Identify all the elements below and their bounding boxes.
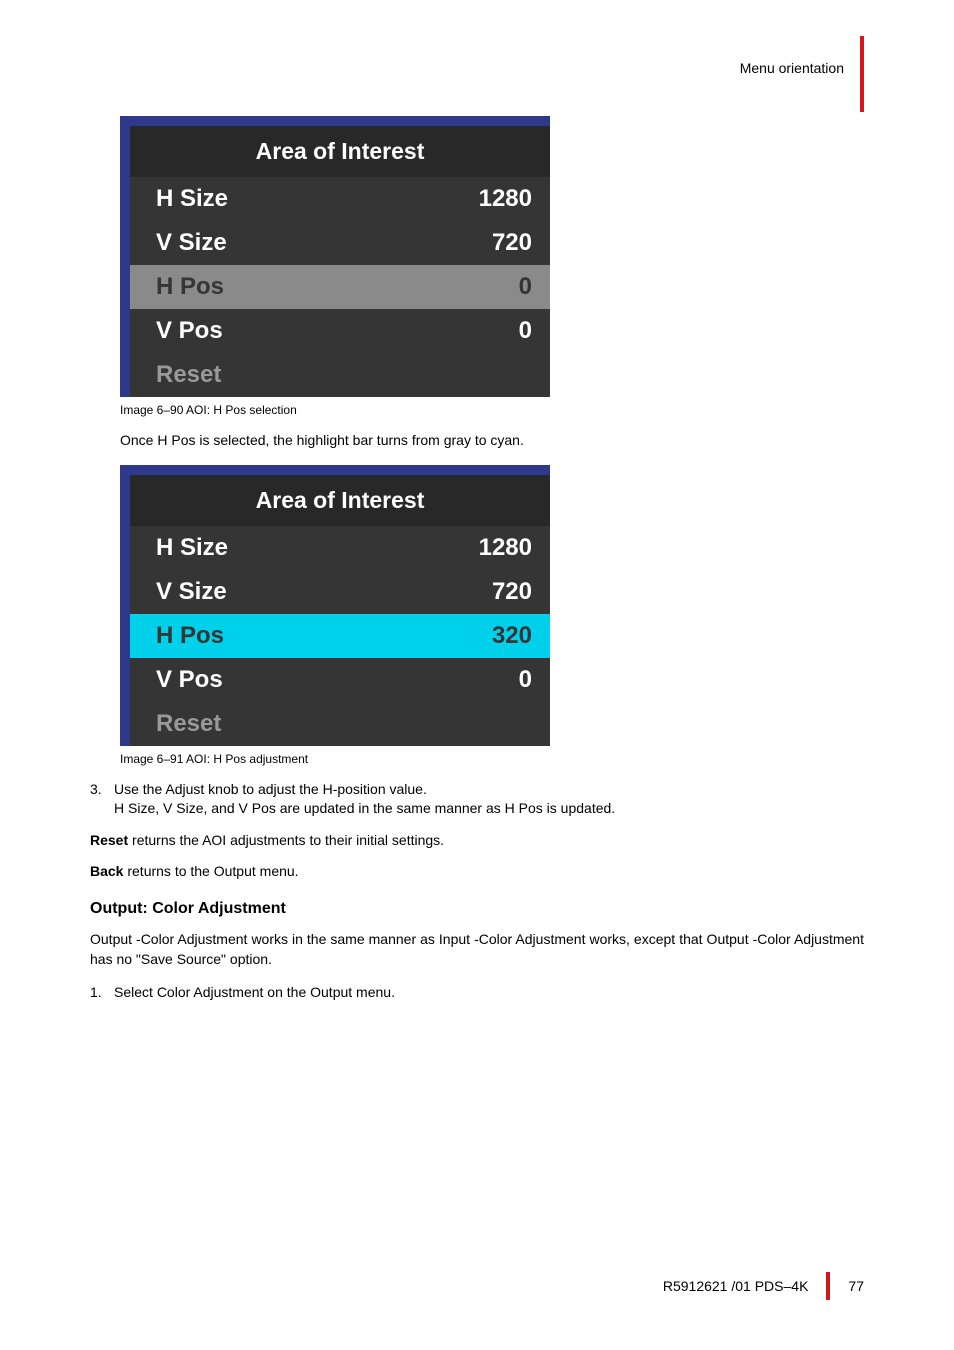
step-number: 3. bbox=[90, 780, 114, 819]
menu-title-2: Area of Interest bbox=[130, 475, 550, 526]
footer: R5912621 /01 PDS–4K 77 bbox=[663, 1272, 864, 1300]
page-content: Menu orientation Area of Interest H Size… bbox=[0, 0, 954, 1043]
menu-value: 0 bbox=[519, 317, 532, 345]
step-content: Select Color Adjustment on the Output me… bbox=[114, 983, 864, 1003]
bold-text: Reset bbox=[90, 832, 128, 848]
caption-2: Image 6–91 AOI: H Pos adjustment bbox=[120, 752, 864, 766]
menu-label: V Size bbox=[156, 578, 227, 606]
step-1-output: 1. Select Color Adjustment on the Output… bbox=[90, 983, 864, 1003]
menu-row-highlighted: H Pos 0 bbox=[130, 265, 550, 309]
menu-value: 720 bbox=[492, 229, 532, 257]
step-3: 3. Use the Adjust knob to adjust the H-p… bbox=[90, 780, 864, 819]
menu-row: V Pos 0 bbox=[130, 658, 550, 702]
menu-row: H Size 1280 bbox=[130, 177, 550, 221]
menu-label: H Size bbox=[156, 534, 228, 562]
menu-label: H Pos bbox=[156, 273, 224, 301]
page-number: 77 bbox=[848, 1278, 864, 1294]
menu-value: 1280 bbox=[479, 185, 532, 213]
caption-1: Image 6–90 AOI: H Pos selection bbox=[120, 403, 864, 417]
step-line: H Size, V Size, and V Pos are updated in… bbox=[114, 799, 864, 819]
step-number: 1. bbox=[90, 983, 114, 1003]
menu-row-reset: Reset bbox=[130, 702, 550, 746]
header-red-bar bbox=[860, 36, 864, 112]
section-body: Output -Color Adjustment works in the sa… bbox=[90, 930, 864, 969]
menu-screenshot-2: Area of Interest H Size 1280 V Size 720 … bbox=[120, 465, 550, 746]
menu-label: V Pos bbox=[156, 666, 223, 694]
menu-label: Reset bbox=[156, 361, 221, 389]
menu-row: V Pos 0 bbox=[130, 309, 550, 353]
para-reset: Reset returns the AOI adjustments to the… bbox=[90, 831, 864, 851]
menu-row: H Size 1280 bbox=[130, 526, 550, 570]
bold-text: Back bbox=[90, 863, 123, 879]
menu-label: H Size bbox=[156, 185, 228, 213]
para-text: returns to the Output menu. bbox=[123, 863, 298, 879]
menu-row: V Size 720 bbox=[130, 570, 550, 614]
menu-value: 720 bbox=[492, 578, 532, 606]
section-heading: Output: Color Adjustment bbox=[90, 900, 864, 918]
intertext: Once H Pos is selected, the highlight ba… bbox=[120, 431, 864, 451]
menu-label: V Size bbox=[156, 229, 227, 257]
para-back: Back returns to the Output menu. bbox=[90, 862, 864, 882]
menu-label: Reset bbox=[156, 710, 221, 738]
menu-row: V Size 720 bbox=[130, 221, 550, 265]
menu-value: 320 bbox=[492, 622, 532, 650]
menu-row-reset: Reset bbox=[130, 353, 550, 397]
step-text: on the Output menu. bbox=[263, 984, 395, 1000]
para-text: returns the AOI adjustments to their ini… bbox=[128, 832, 444, 848]
page-header: Menu orientation bbox=[90, 60, 864, 76]
step-line: Use the Adjust knob to adjust the H-posi… bbox=[114, 780, 864, 800]
footer-doc-id: R5912621 /01 PDS–4K bbox=[663, 1278, 809, 1294]
menu-value: 0 bbox=[519, 666, 532, 694]
menu-label: V Pos bbox=[156, 317, 223, 345]
menu-row-highlighted: H Pos 320 bbox=[130, 614, 550, 658]
menu-value: 0 bbox=[519, 273, 532, 301]
menu-title-1: Area of Interest bbox=[130, 126, 550, 177]
bold-text: Color Adjustment bbox=[157, 984, 264, 1000]
footer-red-bar bbox=[826, 1272, 830, 1300]
step-content: Use the Adjust knob to adjust the H-posi… bbox=[114, 780, 864, 819]
menu-value: 1280 bbox=[479, 534, 532, 562]
menu-screenshot-1: Area of Interest H Size 1280 V Size 720 … bbox=[120, 116, 550, 397]
step-text: Select bbox=[114, 984, 157, 1000]
menu-label: H Pos bbox=[156, 622, 224, 650]
